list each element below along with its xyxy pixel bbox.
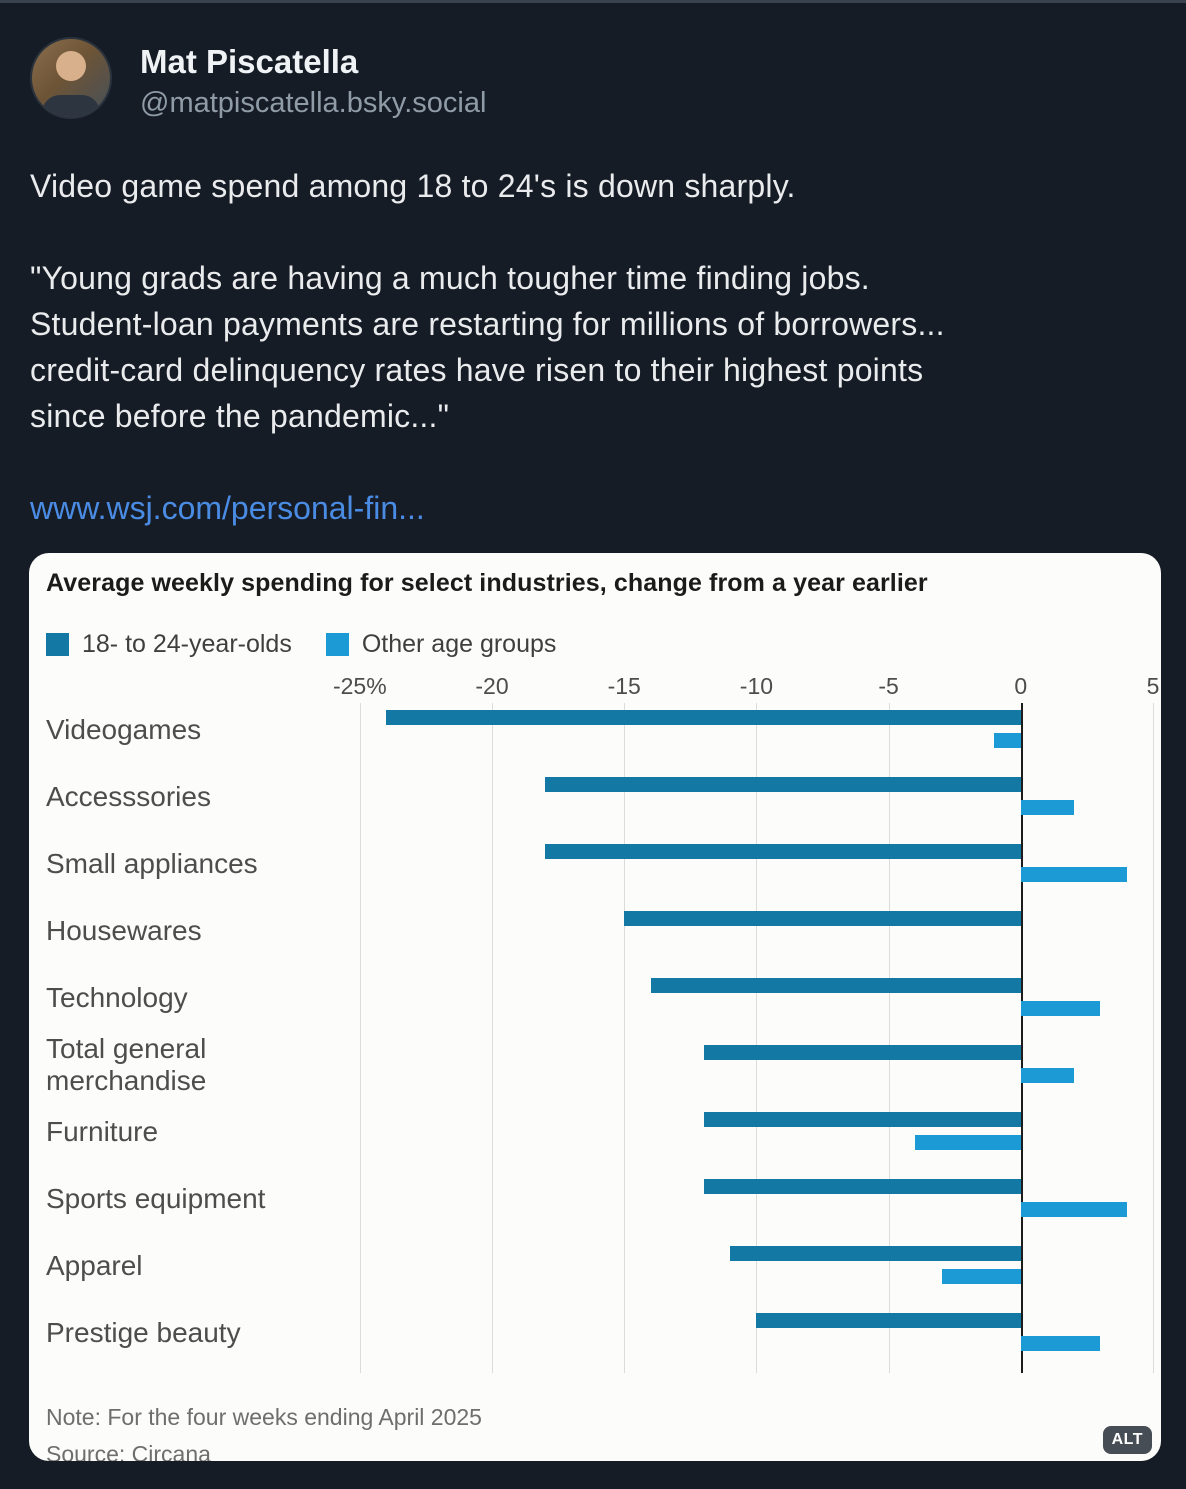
bar-chart: Videogames Accesssories Small appliances Ho… — [29, 673, 1161, 1373]
gridline — [756, 702, 758, 1373]
post-body: Video game spend among 18 to 24's is dow… — [30, 163, 1156, 439]
category-label: Videogames — [46, 713, 202, 745]
bar-other-ages — [1020, 866, 1127, 882]
chart-legend: 18- to 24-year-olds Other age groups — [29, 630, 1161, 659]
alt-badge[interactable]: ALT — [1102, 1425, 1152, 1454]
bar-18-24 — [544, 776, 1021, 792]
bar-18-24 — [756, 1312, 1021, 1328]
category-label: Small appliances — [46, 847, 258, 879]
x-tick-label: -20 — [475, 672, 509, 699]
author-names: Mat Piscatella @matpiscatella.bsky.socia… — [140, 37, 486, 123]
legend-swatch-other — [325, 632, 349, 656]
x-tick-label: -25% — [332, 672, 387, 699]
post-paragraph-2: "Young grads are having a much tougher t… — [30, 259, 945, 434]
legend-item-18-24: 18- to 24-year-olds — [46, 630, 292, 659]
chart-source: Source: Circana — [46, 1440, 211, 1461]
bar-18-24 — [703, 1111, 1021, 1127]
category-label: Furniture — [46, 1115, 159, 1147]
bar-other-ages — [1020, 799, 1074, 815]
legend-swatch-18-24 — [46, 632, 69, 656]
bluesky-post: Mat Piscatella @matpiscatella.bsky.socia… — [0, 3, 1186, 1461]
category-label: Apparel — [46, 1249, 143, 1281]
legend-item-other: Other age groups — [325, 629, 557, 659]
gridline — [359, 702, 361, 1373]
author-handle[interactable]: @matpiscatella.bsky.social — [140, 86, 487, 119]
category-label: Sports equipment — [46, 1182, 266, 1214]
bar-other-ages — [994, 732, 1021, 748]
category-label: Accesssories — [46, 780, 211, 812]
plot-area — [336, 702, 1157, 1373]
bar-18-24 — [650, 977, 1021, 993]
bar-other-ages — [1020, 1335, 1101, 1351]
bar-18-24 — [703, 1178, 1021, 1194]
x-tick-label: -15 — [607, 672, 641, 699]
bar-other-ages — [1020, 1201, 1127, 1217]
gridline — [624, 702, 626, 1373]
bar-18-24 — [544, 843, 1021, 859]
category-label: Housewares — [46, 914, 202, 946]
gridline — [492, 702, 493, 1373]
zero-line — [1020, 702, 1023, 1373]
gridline — [888, 702, 890, 1373]
gridline — [1153, 702, 1155, 1373]
x-axis: -25% -20 -15 -10 -5 0 5 — [332, 672, 1160, 703]
bar-other-ages — [941, 1268, 1021, 1284]
chart-note: Note: For the four weeks ending April 20… — [46, 1403, 482, 1430]
bar-18-24 — [624, 910, 1021, 926]
avatar-head-shape — [56, 51, 86, 81]
x-tick-label: -5 — [878, 672, 899, 699]
category-label: Prestige beauty — [46, 1316, 241, 1348]
category-labels: Videogames Accesssories Small appliances Ho… — [29, 673, 336, 1373]
avatar[interactable] — [30, 37, 112, 119]
bar-18-24 — [703, 1044, 1021, 1060]
legend-label-18-24: 18- to 24-year-olds — [82, 629, 292, 658]
avatar-torso-shape — [42, 95, 100, 117]
chart-image-card[interactable]: Average weekly spending for select indus… — [29, 552, 1161, 1461]
plot-column: -25% -20 -15 -10 -5 0 5 — [332, 672, 1160, 1373]
category-label: Technology — [46, 981, 188, 1013]
category-label: Total general merchandise — [46, 1032, 207, 1096]
bar-other-ages — [915, 1134, 1021, 1150]
legend-label-other: Other age groups — [361, 629, 557, 658]
chart-footer: Note: For the four weeks ending April 20… — [29, 1399, 1161, 1461]
wsj-link[interactable]: www.wsj.com/personal-fin... — [30, 489, 425, 526]
x-tick-label: -10 — [739, 672, 774, 699]
post-header: Mat Piscatella @matpiscatella.bsky.socia… — [30, 37, 1156, 123]
author-display-name[interactable]: Mat Piscatella — [140, 43, 359, 80]
post-paragraph-1: Video game spend among 18 to 24's is dow… — [30, 167, 796, 204]
bar-18-24 — [729, 1245, 1021, 1261]
x-tick-label: 5 — [1146, 672, 1160, 699]
chart-title: Average weekly spending for select indus… — [46, 568, 928, 597]
bar-other-ages — [1020, 1000, 1101, 1016]
bar-other-ages — [1020, 1067, 1074, 1083]
x-tick-label: 0 — [1014, 672, 1028, 699]
bar-18-24 — [386, 709, 1021, 725]
